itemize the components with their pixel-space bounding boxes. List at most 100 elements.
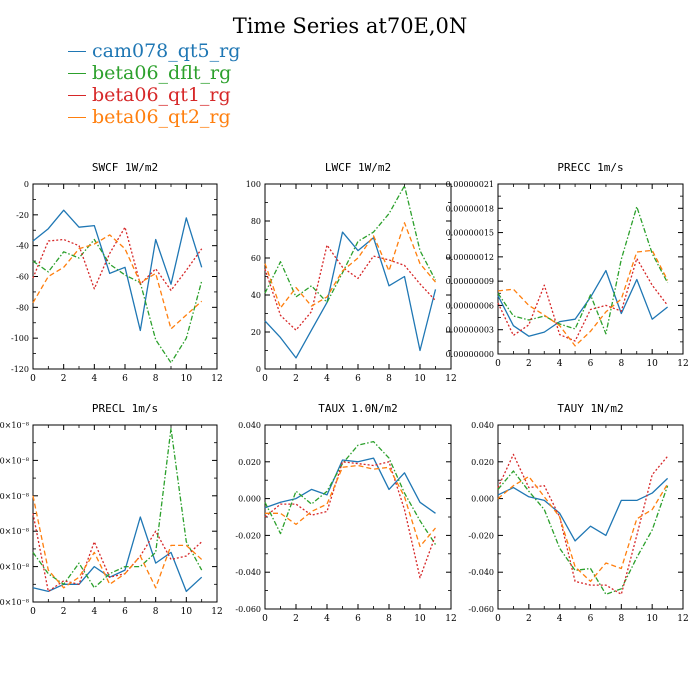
series-line-beta06_qt2_rg bbox=[32, 234, 203, 330]
y-tick-label: 0.020 bbox=[471, 458, 494, 467]
x-tick-label: 6 bbox=[588, 359, 594, 369]
y-tick-label: 0.000 bbox=[471, 495, 494, 504]
y-tick-label: 0.00000006 bbox=[446, 301, 494, 310]
y-tick-label: 0.00000009 bbox=[446, 277, 494, 286]
y-tick-label: 100 bbox=[246, 180, 261, 189]
legend-swatch bbox=[68, 117, 86, 118]
plot-frame bbox=[497, 183, 684, 355]
y-tick-label: 0.00000000 bbox=[446, 350, 494, 359]
y-tick-label: 60 bbox=[251, 254, 261, 263]
y-tick-label: 0.040 bbox=[238, 421, 261, 430]
y-tick-label: -20 bbox=[16, 211, 29, 220]
x-tick-label: 8 bbox=[618, 614, 624, 624]
y-tick-label: -100 bbox=[11, 334, 29, 343]
legend-swatch bbox=[68, 51, 86, 52]
x-tick-label: 2 bbox=[526, 359, 532, 369]
x-tick-label: 4 bbox=[91, 607, 97, 617]
series-line-beta06_qt1_rg bbox=[264, 461, 437, 579]
y-tick-label: -120 bbox=[11, 365, 29, 374]
y-tick-label: 0.00000015 bbox=[446, 229, 494, 238]
x-tick-label: 0 bbox=[262, 374, 268, 384]
y-tick-label: -60 bbox=[16, 273, 29, 282]
chart-panel-5: TAUY 1N/m2 0 2 4 6 8 10 12 0.040 0.020 0.000 -0.020… bbox=[468, 402, 688, 624]
x-tick-label: 6 bbox=[355, 374, 361, 384]
series-line-cam078_qt5_rg bbox=[264, 457, 436, 514]
y-tick-label: 0.00000012 bbox=[446, 253, 494, 262]
series-line-beta06_qt1_rg bbox=[497, 453, 669, 595]
x-tick-label: 8 bbox=[153, 374, 159, 384]
x-tick-label: 12 bbox=[445, 614, 456, 624]
chart-title: SWCF 1W/m2 bbox=[92, 161, 158, 174]
y-tick-label: 80 bbox=[251, 217, 261, 226]
legend-item-beta06-qt2: beta06_qt2_rg bbox=[66, 106, 286, 128]
legend: cam078_qt5_rg beta06_dflt_rg beta06_qt1_… bbox=[66, 40, 286, 128]
series-line-beta06_qt1_rg bbox=[497, 257, 669, 342]
series-line-beta06_qt2_rg bbox=[32, 495, 203, 589]
y-tick-label: 0.00000003 bbox=[446, 326, 494, 335]
x-tick-label: 4 bbox=[324, 374, 330, 384]
legend-item-cam078: cam078_qt5_rg bbox=[66, 40, 286, 62]
y-tick-label: -0.040 bbox=[468, 568, 494, 577]
chart-panel-1: LWCF 1W/m2 0 2 4 6 8 10 12 0 20 40 60 80 100 bbox=[246, 161, 457, 384]
y-tick-label: -0.020 bbox=[235, 531, 261, 540]
series-line-cam078_qt5_rg bbox=[264, 231, 437, 359]
x-tick-label: 10 bbox=[646, 614, 658, 624]
legend-item-beta06-dflt: beta06_dflt_rg bbox=[66, 62, 286, 84]
x-tick-label: 4 bbox=[91, 374, 97, 384]
x-tick-label: 6 bbox=[355, 614, 361, 624]
y-tick-label: 5.0×10⁻⁸ bbox=[0, 421, 29, 430]
x-tick-label: 4 bbox=[557, 614, 563, 624]
legend-swatch bbox=[68, 95, 86, 96]
series-line-beta06_dflt_rg bbox=[264, 440, 437, 545]
x-tick-label: 0 bbox=[30, 374, 36, 384]
figure-title: Time Series at70E,0N bbox=[232, 14, 468, 38]
x-tick-label: 6 bbox=[588, 614, 594, 624]
series-line-beta06_qt2_rg bbox=[265, 464, 436, 548]
legend-label: beta06_dflt_rg bbox=[92, 62, 232, 84]
series-line-cam078_qt5_rg bbox=[497, 269, 669, 337]
y-tick-label: -0.060 bbox=[235, 605, 261, 614]
x-tick-label: 12 bbox=[677, 614, 688, 624]
series-line-beta06_dflt_rg bbox=[32, 238, 203, 364]
x-tick-label: 8 bbox=[386, 614, 392, 624]
x-tick-label: 6 bbox=[122, 607, 128, 617]
legend-label: cam078_qt5_rg bbox=[92, 40, 241, 62]
x-tick-label: 2 bbox=[61, 374, 67, 384]
y-tick-label: 3.0×10⁻⁸ bbox=[0, 492, 29, 501]
y-tick-label: 0.00000021 bbox=[446, 180, 494, 189]
y-tick-label: 0.00000018 bbox=[446, 204, 494, 213]
x-tick-label: 12 bbox=[211, 607, 222, 617]
legend-swatch bbox=[68, 73, 86, 74]
y-tick-label: 20 bbox=[251, 328, 261, 337]
series-line-beta06_qt1_rg bbox=[264, 244, 436, 331]
y-tick-label: 0 bbox=[24, 180, 29, 189]
x-tick-label: 2 bbox=[61, 607, 67, 617]
x-tick-label: 0 bbox=[495, 614, 501, 624]
y-tick-label: -0.060 bbox=[468, 605, 494, 614]
x-tick-label: 10 bbox=[414, 614, 426, 624]
y-tick-label: 40 bbox=[251, 291, 261, 300]
x-tick-label: 2 bbox=[293, 614, 299, 624]
x-tick-label: 0 bbox=[495, 359, 501, 369]
chart-title: LWCF 1W/m2 bbox=[325, 161, 391, 174]
series-line-beta06_qt2_rg bbox=[497, 475, 669, 583]
x-tick-label: 0 bbox=[30, 607, 36, 617]
chart-title: TAUY 1N/m2 bbox=[557, 402, 623, 415]
series-line-cam078_qt5_rg bbox=[32, 516, 203, 593]
x-tick-label: 12 bbox=[445, 374, 456, 384]
y-tick-label: -80 bbox=[16, 303, 29, 312]
x-tick-label: 8 bbox=[618, 359, 624, 369]
legend-item-beta06-qt1: beta06_qt1_rg bbox=[66, 84, 286, 106]
y-tick-label: 1.0×10⁻⁸ bbox=[0, 563, 29, 572]
x-tick-label: 10 bbox=[181, 374, 193, 384]
series-line-beta06_qt1_rg bbox=[32, 513, 203, 593]
series-line-beta06_dflt_rg bbox=[497, 206, 669, 335]
chart-panel-0: SWCF 1W/m2 0 2 4 6 8 10 12 0 -20 -40 -60 -80 -100 -120 bbox=[11, 161, 223, 384]
x-tick-label: 2 bbox=[293, 374, 299, 384]
chart-title: PRECC 1m/s bbox=[557, 161, 623, 174]
chart-panel-2: PRECC 1m/s 0 2 4 6 8 10 12 0.00000021 0.00000018 0… bbox=[446, 161, 689, 369]
series-line-beta06_qt1_rg bbox=[32, 226, 203, 292]
x-tick-label: 2 bbox=[526, 614, 532, 624]
y-tick-label: 4.0×10⁻⁸ bbox=[0, 456, 29, 465]
